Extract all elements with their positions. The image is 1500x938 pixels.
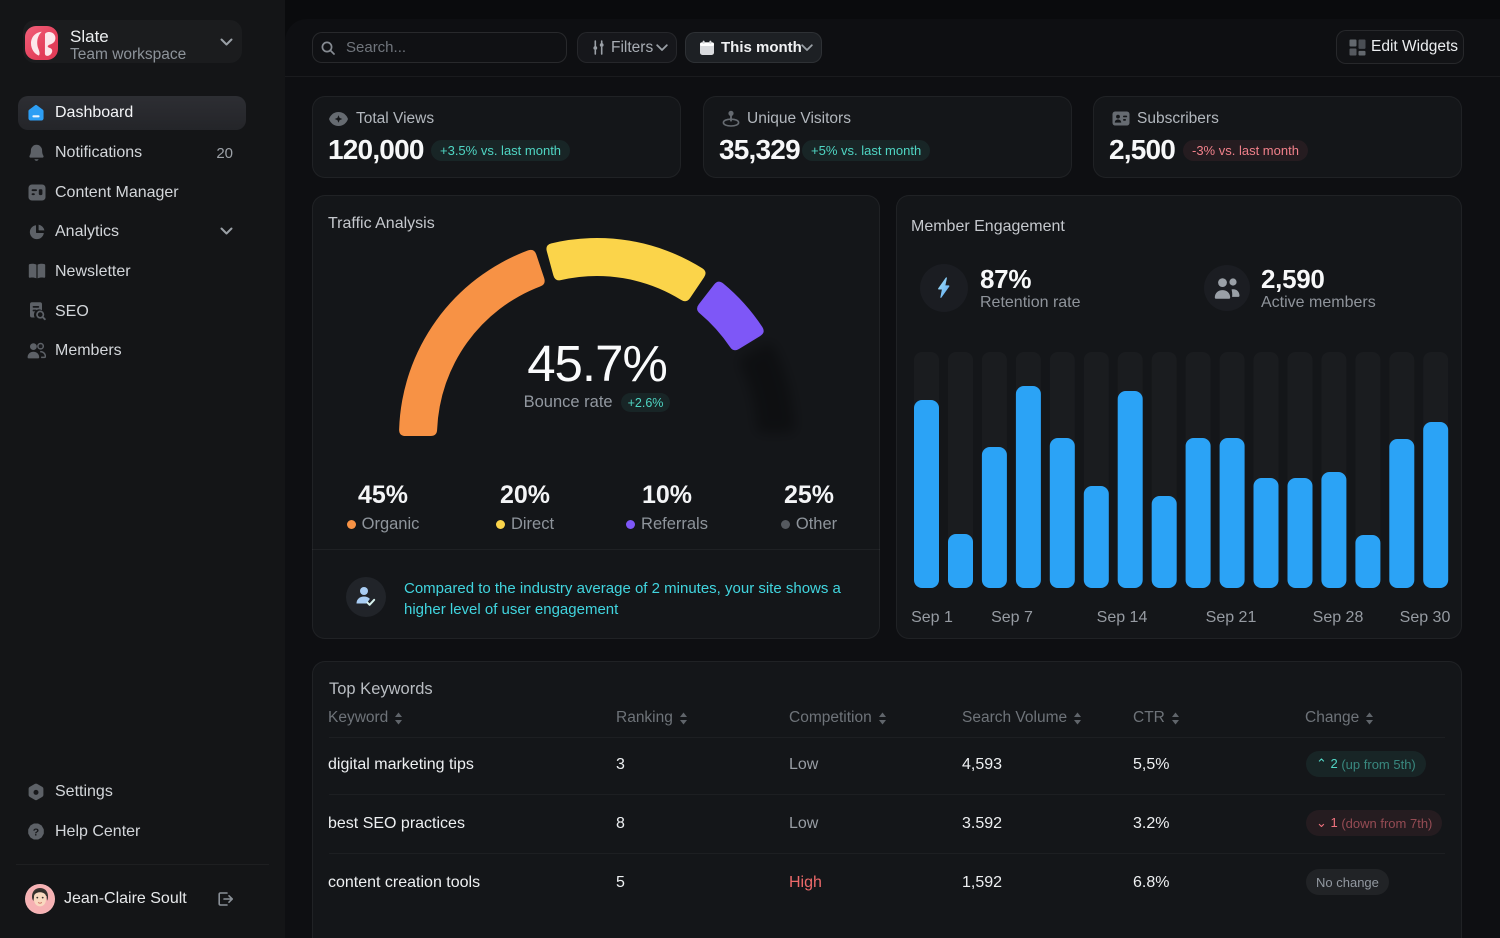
svg-text:Sep 28: Sep 28 — [1313, 609, 1364, 626]
svg-text:?: ? — [33, 827, 39, 839]
svg-text:Sep 1: Sep 1 — [911, 609, 953, 626]
svg-text:Sep 7: Sep 7 — [991, 609, 1033, 626]
svg-text:Sep 14: Sep 14 — [1097, 609, 1148, 626]
svg-text:Sep 21: Sep 21 — [1206, 609, 1257, 626]
svg-text:Sep 30: Sep 30 — [1400, 609, 1451, 626]
